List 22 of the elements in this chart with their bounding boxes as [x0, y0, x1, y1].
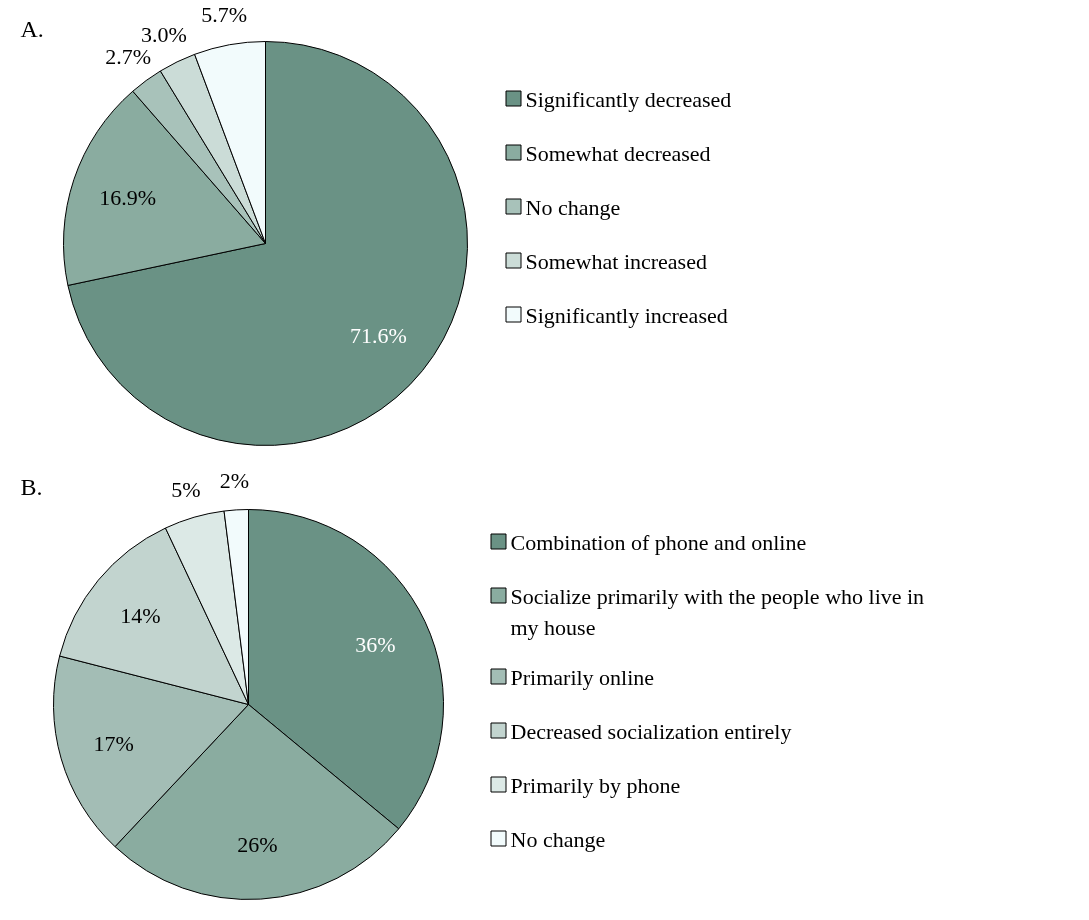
legend-label: Significantly decreased — [525, 86, 732, 112]
legend-label: Primarily online — [510, 664, 655, 690]
legend-label: Socialize primarily with the people who live in my house — [510, 583, 925, 640]
data-label: 36% — [355, 632, 396, 658]
chart-title: A. — [20, 15, 44, 42]
data-label: 17% — [93, 731, 134, 757]
chart-title: B. — [20, 473, 43, 500]
legend-label: Decreased socialization entirely — [510, 718, 792, 744]
data-label: 2% — [219, 468, 250, 494]
legend-label: Combination of phone and online — [510, 529, 807, 555]
legend-label: No change — [510, 826, 606, 852]
data-label: 5% — [171, 476, 201, 502]
legend-label: Significantly increased — [525, 302, 728, 328]
data-label: 5.7% — [201, 2, 247, 28]
data-label: 14% — [120, 602, 161, 628]
data-label: 16.9% — [99, 184, 156, 210]
data-label: 26% — [237, 832, 278, 858]
legend-label: No change — [525, 194, 621, 220]
data-label: 71.6% — [350, 322, 407, 348]
legend-label: Somewhat increased — [525, 248, 707, 274]
legend-label: Somewhat decreased — [525, 140, 711, 166]
legend-label: Primarily by phone — [510, 772, 681, 798]
